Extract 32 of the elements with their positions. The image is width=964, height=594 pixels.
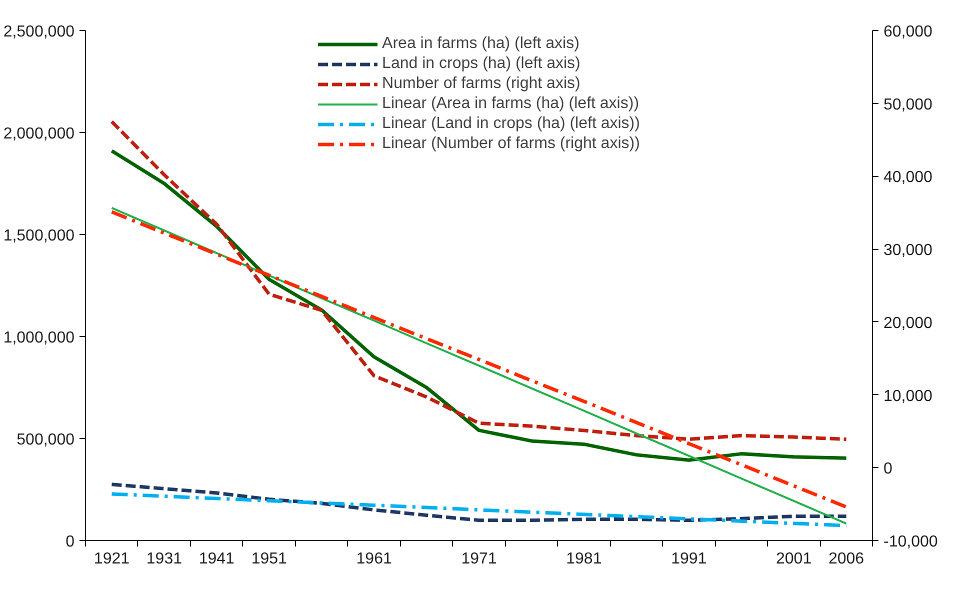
line-series xyxy=(110,482,848,522)
y-tick-label: 2,500,000 xyxy=(3,24,75,40)
x-tick-label: 1931 xyxy=(146,550,182,568)
y2-tick-label: 10,000 xyxy=(884,388,933,405)
y2-tick-label: 20,000 xyxy=(884,314,933,332)
legend-label: Area in farms (ha) (left axis) xyxy=(382,35,580,53)
line-series xyxy=(110,492,848,528)
x-tick-label: 1921 xyxy=(94,550,130,568)
y-tick-label: 2,000,000 xyxy=(3,126,75,142)
legend-label: Number of farms (right axis) xyxy=(382,75,580,93)
y-tick-label: 0 xyxy=(66,534,75,550)
x-tick-label: 1971 xyxy=(461,550,497,568)
x-tick-label: 1981 xyxy=(566,550,602,568)
y2-tick-label: 40,000 xyxy=(884,169,933,186)
x-tick-label: 1941 xyxy=(198,550,235,568)
x-tick-label: 2006 xyxy=(828,550,864,568)
x-tick-label: 1951 xyxy=(251,550,288,568)
x-tick-label: 2001 xyxy=(776,550,812,568)
legend-label: Linear (Area in farms (ha) (left axis)) xyxy=(382,95,640,113)
x-tick-label: 1991 xyxy=(671,550,707,568)
x-tick-label: 1961 xyxy=(356,550,392,568)
y-tick-label: 1,000,000 xyxy=(3,330,75,346)
y2-tick-label: 60,000 xyxy=(884,24,933,40)
y2-tick-label: -10,000 xyxy=(884,534,938,550)
y-tick-label: 1,500,000 xyxy=(3,228,75,244)
y-tick-label: 500,000 xyxy=(16,432,75,448)
y2-tick-label: 30,000 xyxy=(884,242,933,260)
legend-label: Land in crops (ha) (left axis) xyxy=(382,55,580,73)
legend-label: Linear (Number of farms (right axis)) xyxy=(382,135,640,153)
y2-tick-label: 50,000 xyxy=(884,96,933,114)
legend-label: Linear (Land in crops (ha) (left axis)) xyxy=(382,115,640,133)
y2-tick-label: 0 xyxy=(884,460,892,478)
